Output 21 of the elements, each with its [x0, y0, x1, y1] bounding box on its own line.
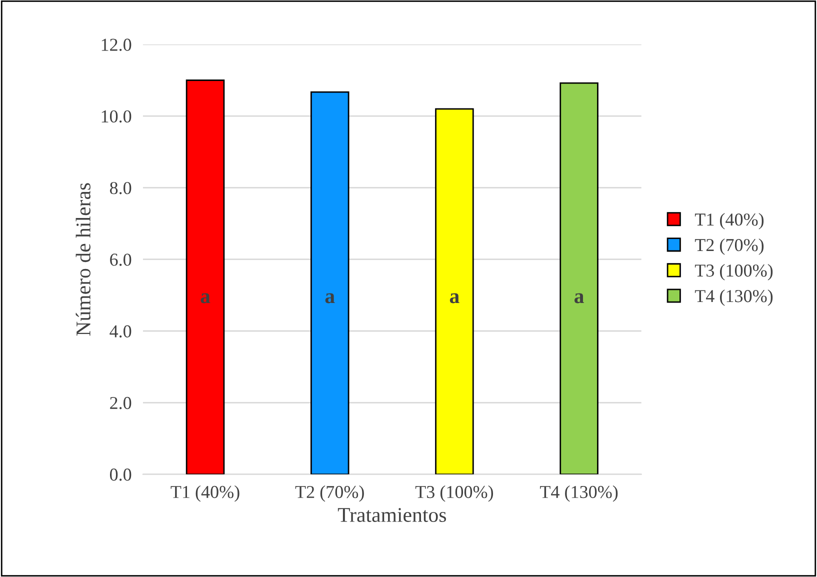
- y-tick-label: 2.0: [110, 396, 132, 410]
- y-axis-title: Número de hileras: [76, 183, 90, 336]
- y-tick-label: 0.0: [110, 468, 132, 481]
- x-tick-label: T3 (100%): [415, 485, 494, 502]
- x-tick-label: T2 (70%): [295, 485, 364, 502]
- x-axis-title: Tratamientos: [338, 508, 446, 522]
- x-tick-label: T4 (130%): [540, 485, 618, 502]
- annotation: a: [450, 293, 460, 304]
- y-tick-label: 10.0: [102, 110, 132, 123]
- y-tick-label: 4.0: [110, 325, 132, 338]
- y-tick-label: 12.0: [102, 38, 132, 51]
- annotation: a: [325, 293, 335, 304]
- legend-label: T3 (100%): [694, 264, 773, 280]
- legend-label: T1 (40%): [694, 212, 764, 230]
- x-tick-label: T1 (40%): [170, 485, 240, 502]
- legend-label: T2 (70%): [694, 238, 764, 255]
- annotation: a: [574, 293, 584, 304]
- y-tick-label: 8.0: [110, 182, 132, 194]
- annotation: a: [200, 293, 210, 304]
- legend-label: T4 (130%): [694, 289, 773, 306]
- y-tick-label: 6.0: [110, 254, 132, 266]
